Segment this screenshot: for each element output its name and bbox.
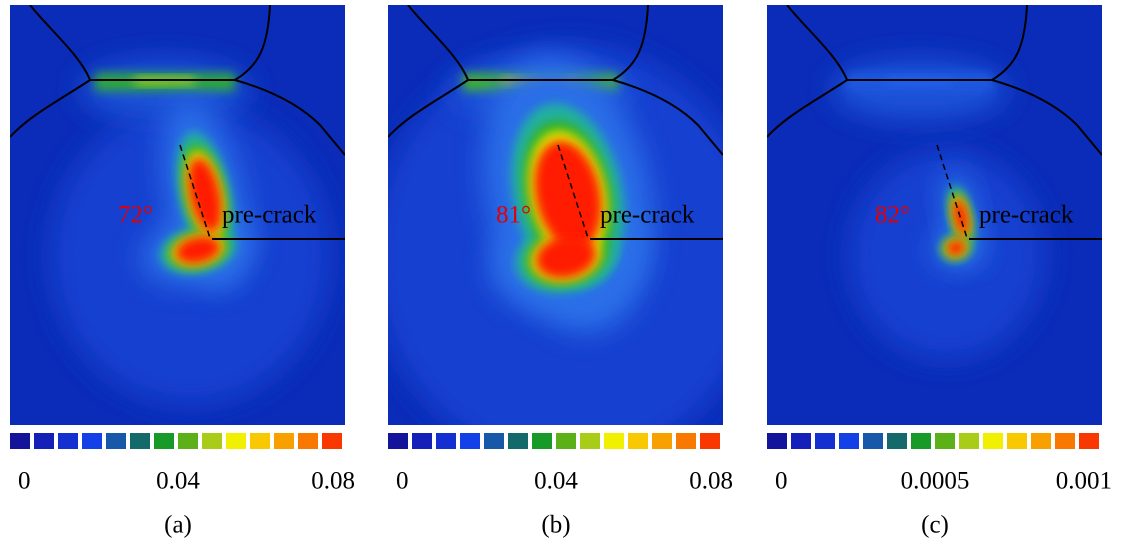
colorbar-tick-label: 0.08: [689, 468, 733, 495]
grain-boundary: [786, 5, 1028, 81]
colorbar-swatch: [1055, 433, 1075, 449]
colorbar-swatch: [154, 433, 174, 449]
grain-boundary: [29, 5, 271, 81]
colorbar-swatch: [322, 433, 342, 449]
grain-boundary: [10, 79, 91, 138]
panel: 82° pre-crack 0 0.0005 0.001 (c): [767, 5, 1112, 539]
colorbar-swatch: [532, 433, 552, 449]
hotspot: [946, 240, 966, 256]
colorbar-tick-label: 0.001: [1056, 468, 1112, 495]
colorbar-tick-label: 0.04: [156, 468, 200, 495]
colorbar-tick-label: 0: [396, 468, 409, 495]
colorbar-swatch: [412, 433, 432, 449]
colorbar-tick-label: 0: [18, 468, 31, 495]
colorbar-swatch: [10, 433, 30, 449]
colorbar-tick-label: 0.04: [534, 468, 578, 495]
colorbar-swatch: [436, 433, 456, 449]
pre-crack-label: pre-crack: [222, 202, 317, 229]
colorbar-swatch: [887, 433, 907, 449]
angle-label: 82°: [875, 202, 910, 229]
crack-path: [936, 144, 968, 239]
colorbar-swatch: [1031, 433, 1051, 449]
colorbar-swatch: [604, 433, 624, 449]
field-image: [388, 5, 723, 425]
hotspot: [535, 235, 597, 279]
colorbar-swatch: [767, 433, 787, 449]
colorbar-tick-label: 0.0005: [901, 468, 970, 495]
colorbar-swatch: [34, 433, 54, 449]
colorbar-swatch: [700, 433, 720, 449]
colorbar-swatch: [580, 433, 600, 449]
colorbar-swatch: [1007, 433, 1027, 449]
grain-boundary: [991, 79, 1102, 156]
field-image: [767, 5, 1102, 425]
colorbar-swatch: [815, 433, 835, 449]
colorbar-tick-label: 0.08: [311, 468, 355, 495]
hotspot: [534, 140, 602, 250]
colorbar-swatch: [298, 433, 318, 449]
caption: (c): [921, 512, 949, 539]
field-image: [10, 5, 345, 425]
colorbar-swatch: [863, 433, 883, 449]
colorbar-swatch: [274, 433, 294, 449]
hotspot: [175, 236, 221, 264]
colorbar-swatch: [791, 433, 811, 449]
caption: (a): [164, 512, 192, 539]
colorbar-swatch: [1079, 433, 1099, 449]
grain-boundary: [234, 79, 345, 156]
pre-crack-label: pre-crack: [979, 202, 1074, 229]
colorbar-swatch: [676, 433, 696, 449]
crack-path: [557, 144, 589, 239]
panel: 72° pre-crack 0 0.04 0.08 (a): [10, 5, 355, 539]
colorbar-swatch: [556, 433, 576, 449]
colorbar-swatch: [628, 433, 648, 449]
crack-path: [179, 144, 211, 239]
colorbar-swatch: [983, 433, 1003, 449]
colorbar-swatch: [935, 433, 955, 449]
grain-boundary: [407, 5, 649, 81]
pre-crack-label: pre-crack: [600, 202, 695, 229]
colorbar-swatch: [959, 433, 979, 449]
colorbar-swatch: [130, 433, 150, 449]
colorbar-swatch: [508, 433, 528, 449]
colorbar-swatch: [388, 433, 408, 449]
colorbar-swatch: [106, 433, 126, 449]
colorbar-swatch: [460, 433, 480, 449]
colorbar-swatch: [226, 433, 246, 449]
colorbar-swatch: [202, 433, 222, 449]
colorbar-swatch: [178, 433, 198, 449]
grain-boundary: [388, 79, 469, 138]
colorbar-swatch: [839, 433, 859, 449]
colorbar-swatch: [484, 433, 504, 449]
grain-boundary: [612, 79, 723, 156]
colorbar-swatch: [58, 433, 78, 449]
colorbar-swatch: [82, 433, 102, 449]
grain-boundary: [767, 79, 848, 138]
hotspot: [188, 157, 222, 233]
angle-label: 72°: [118, 202, 153, 229]
colorbar-swatch: [652, 433, 672, 449]
colorbar-swatch: [250, 433, 270, 449]
colorbar-swatch: [911, 433, 931, 449]
angle-label: 81°: [496, 202, 531, 229]
colorbar-tick-label: 0: [775, 468, 788, 495]
panel: 81° pre-crack 0 0.04 0.08 (b): [388, 5, 733, 539]
caption: (b): [541, 512, 570, 539]
